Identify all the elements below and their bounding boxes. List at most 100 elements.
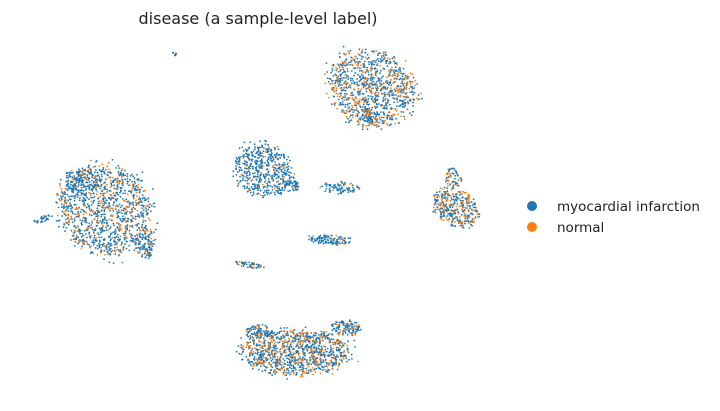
scatter-point-top-right bbox=[371, 67, 373, 70]
scatter-point-left-large bbox=[124, 243, 126, 246]
scatter-point-left-large bbox=[120, 243, 123, 245]
scatter-point-left-large bbox=[102, 225, 105, 228]
scatter-point-left-large bbox=[99, 180, 102, 183]
scatter-point-normal-center-arc-bottom bbox=[331, 238, 334, 241]
scatter-point-bottom bbox=[314, 371, 317, 373]
scatter-point-left-large bbox=[80, 186, 83, 189]
scatter-point-normal-left-large bbox=[77, 194, 80, 197]
scatter-point-left-large bbox=[76, 189, 78, 192]
scatter-point-bottom bbox=[348, 331, 351, 334]
scatter-point-left-large bbox=[79, 197, 81, 200]
scatter-point-left-large bbox=[148, 217, 150, 220]
scatter-point-left-large bbox=[136, 186, 139, 189]
scatter-point-normal-left-large bbox=[137, 203, 140, 206]
scatter-point-normal-bottom bbox=[290, 341, 293, 344]
scatter-point-center bbox=[286, 183, 289, 186]
scatter-point-top-right bbox=[359, 106, 362, 109]
scatter-point-top-right bbox=[324, 82, 327, 85]
scatter-point-bottom bbox=[280, 335, 283, 338]
scatter-point-top-right bbox=[364, 51, 367, 54]
scatter-point-bottom bbox=[276, 336, 279, 338]
scatter-point-top-right bbox=[413, 92, 416, 94]
scatter-point-center-arc-top bbox=[348, 186, 351, 189]
scatter-point-left-large bbox=[58, 225, 60, 228]
scatter-point-top-right bbox=[389, 68, 392, 71]
scatter-point-left-large bbox=[98, 165, 101, 167]
scatter-point-left-large bbox=[90, 200, 93, 203]
scatter-point-bottom bbox=[302, 343, 304, 345]
scatter-point-left-large bbox=[136, 189, 139, 192]
scatter-point-normal-right bbox=[440, 218, 443, 221]
scatter-point-right bbox=[438, 190, 441, 193]
scatter-point-top-right bbox=[370, 108, 373, 111]
scatter-point-bottom bbox=[304, 354, 306, 357]
scatter-point-bottom bbox=[281, 346, 284, 348]
scatter-point-bottom bbox=[259, 359, 262, 362]
scatter-point-top-right bbox=[363, 84, 365, 86]
scatter-point-top-right bbox=[381, 104, 384, 107]
scatter-point-normal-top-right bbox=[331, 82, 334, 85]
scatter-point-left-large bbox=[134, 243, 137, 246]
scatter-point-normal-top-right bbox=[353, 88, 356, 91]
scatter-point-top-right bbox=[391, 75, 394, 77]
scatter-point-top-right bbox=[343, 60, 346, 63]
scatter-point-bottom bbox=[247, 335, 250, 338]
scatter-point-top-right bbox=[399, 104, 402, 107]
scatter-point-bottom bbox=[354, 328, 357, 331]
scatter-point-top-right bbox=[370, 62, 373, 65]
scatter-point-top-right bbox=[393, 88, 396, 91]
scatter-point-normal-top-right bbox=[391, 66, 393, 69]
scatter-point-right bbox=[434, 208, 437, 211]
scatter-point-left-large bbox=[98, 168, 101, 171]
scatter-point-left-large bbox=[75, 208, 78, 210]
scatter-point-bottom bbox=[320, 334, 323, 337]
scatter-point-top-right bbox=[376, 117, 379, 120]
scatter-point-bottom bbox=[330, 354, 333, 356]
scatter-point-bottom bbox=[288, 346, 291, 348]
scatter-point-left-large bbox=[88, 205, 90, 208]
scatter-point-bottom bbox=[306, 331, 309, 334]
scatter-point-center bbox=[255, 179, 258, 181]
scatter-point-left-large bbox=[127, 190, 130, 193]
scatter-point-center bbox=[260, 144, 263, 147]
scatter-point-left-large bbox=[128, 206, 131, 208]
scatter-point-normal-top-right bbox=[354, 114, 357, 117]
scatter-point-bottom bbox=[271, 350, 274, 353]
scatter-point-right bbox=[445, 177, 448, 179]
scatter-point-left-large bbox=[67, 179, 70, 182]
scatter-point-center bbox=[287, 165, 290, 168]
scatter-point-left-large bbox=[83, 185, 86, 188]
scatter-point-center-arc-bottom bbox=[339, 242, 341, 245]
scatter-point-bottom bbox=[355, 321, 358, 324]
scatter-point-right bbox=[436, 194, 439, 197]
scatter-point-top-right bbox=[414, 84, 416, 87]
scatter-point-center bbox=[266, 168, 269, 171]
scatter-point-bottom bbox=[270, 334, 273, 337]
scatter-point-center bbox=[246, 185, 249, 188]
scatter-point-left-large bbox=[138, 215, 141, 217]
scatter-point-left-large bbox=[71, 235, 74, 237]
scatter-point-center bbox=[263, 176, 266, 179]
scatter-point-bottom bbox=[294, 335, 297, 338]
scatter-point-center bbox=[259, 155, 262, 157]
scatter-point-top-right bbox=[344, 64, 346, 67]
scatter-point-left-large bbox=[98, 178, 101, 181]
scatter-point-top-right bbox=[360, 58, 363, 61]
scatter-point-top-right bbox=[362, 103, 365, 106]
scatter-point-left-large bbox=[102, 218, 105, 221]
scatter-point-left-large bbox=[99, 192, 102, 195]
scatter-point-bottom bbox=[252, 362, 255, 365]
scatter-point-center bbox=[278, 166, 281, 169]
scatter-point-left-large bbox=[120, 169, 123, 172]
scatter-point-top-right bbox=[371, 119, 374, 122]
scatter-point-bottom bbox=[306, 338, 308, 341]
scatter-point-left-large bbox=[120, 190, 122, 193]
scatter-point-left-large bbox=[67, 223, 70, 226]
scatter-point-left-large bbox=[147, 208, 150, 211]
scatter-point-left-large bbox=[81, 239, 84, 242]
scatter-point-left-large bbox=[150, 240, 152, 243]
scatter-point-left-large bbox=[115, 167, 117, 169]
scatter-point-center-arc-top bbox=[329, 190, 332, 192]
scatter-point-top-right bbox=[344, 96, 346, 99]
scatter-point-left-large bbox=[98, 176, 101, 179]
